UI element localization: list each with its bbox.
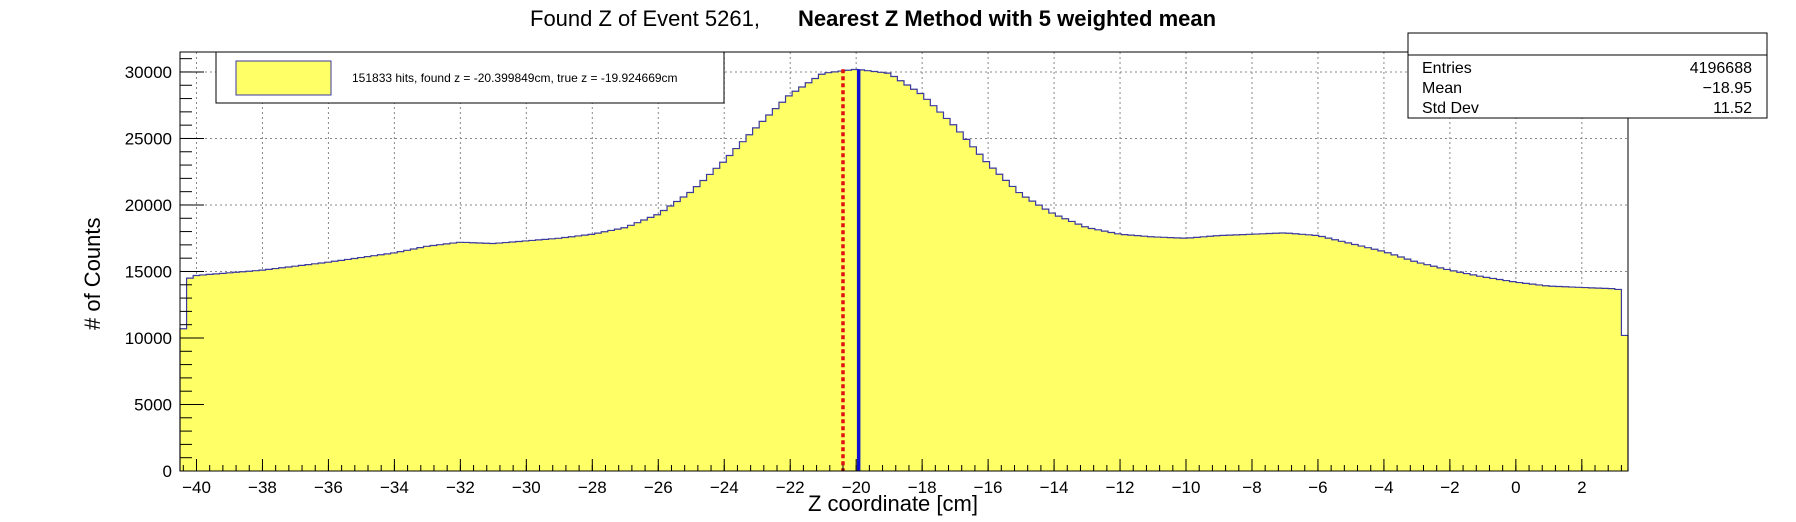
x-tick-label: −18 <box>908 478 937 497</box>
legend-entry-text: 151833 hits, found z = -20.399849cm, tru… <box>352 71 678 85</box>
x-tick-label: −14 <box>1040 478 1069 497</box>
y-tick-label: 5000 <box>134 395 172 414</box>
stats-stddev-value: 11.52 <box>1713 100 1752 117</box>
plot-frame <box>179 51 1629 472</box>
x-axis: −40 −38 −36 −34 −32 −30 −28 −26 −24 −22 −20 −18 −16−… <box>182 459 1622 497</box>
chart-title-part1: Found Z of Event 5261, <box>530 6 760 31</box>
y-axis: 0 5000 10000 15000 20000 25000 30000 <box>125 58 204 481</box>
histogram-fill <box>180 69 1628 472</box>
x-tick-label: −34 <box>380 478 409 497</box>
x-tick-label: −32 <box>446 478 475 497</box>
x-tick-label: −38 <box>248 478 277 497</box>
x-tick-label: −30 <box>512 478 541 497</box>
y-tick-label: 30000 <box>125 63 172 82</box>
stats-mean-value: −18.95 <box>1703 80 1752 97</box>
x-tick-label: −12 <box>1106 478 1135 497</box>
y-tick-label: 20000 <box>125 196 172 215</box>
x-tick-label: −8 <box>1242 478 1261 497</box>
stats-box-frame <box>1407 32 1768 119</box>
x-tick-label: −36 <box>314 478 343 497</box>
histogram-area <box>179 68 1629 472</box>
legend-swatch <box>235 60 332 96</box>
chart-title-part2: Nearest Z Method with 5 weighted mean <box>798 6 1216 31</box>
x-tick-label: −22 <box>776 478 805 497</box>
legend: 151833 hits, found z = -20.399849cm, tru… <box>215 51 725 104</box>
y-tick-label: 15000 <box>125 262 172 281</box>
x-tick-label: −40 <box>182 478 211 497</box>
y-tick-label: 0 <box>163 462 172 481</box>
x-tick-label: −20 <box>842 478 871 497</box>
y-axis-title: # of Counts <box>80 217 105 330</box>
y-tick-label: 10000 <box>125 329 172 348</box>
x-tick-label: −6 <box>1308 478 1327 497</box>
stats-stddev-label: Std Dev <box>1422 100 1479 117</box>
x-axis-title: Z coordinate [cm] <box>808 491 978 516</box>
x-tick-label: −28 <box>578 478 607 497</box>
x-tick-label: −2 <box>1440 478 1459 497</box>
x-tick-label: −10 <box>1172 478 1201 497</box>
x-tick-label: −24 <box>710 478 739 497</box>
histogram-outline <box>179 68 1629 471</box>
x-tick-label: −16 <box>974 478 1003 497</box>
stats-entries-value: 4196688 <box>1690 60 1752 77</box>
stats-entries-label: Entries <box>1422 60 1472 77</box>
x-tick-label: −4 <box>1374 478 1393 497</box>
x-tick-label: 2 <box>1577 478 1586 497</box>
stats-box: Entries 4196688 Mean −18.95 Std Dev 11.5… <box>1407 32 1768 119</box>
x-tick-label: −26 <box>644 478 673 497</box>
x-tick-label: 0 <box>1511 478 1520 497</box>
stats-mean-label: Mean <box>1422 80 1462 97</box>
y-tick-label: 25000 <box>125 129 172 148</box>
z-markers <box>841 69 861 471</box>
